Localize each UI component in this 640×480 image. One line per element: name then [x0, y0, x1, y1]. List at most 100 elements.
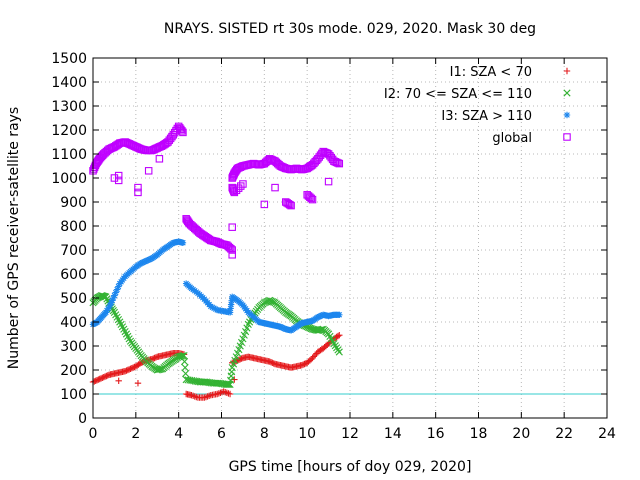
data-point [108, 299, 115, 306]
y-tick-label: 400 [60, 315, 87, 331]
legend-label: I2: 70 <= SZA <= 110 [384, 87, 532, 102]
x-tick-label: 2 [131, 426, 140, 442]
x-axis-label: GPS time [hours of doy 029, 2020] [229, 459, 472, 475]
data-point [228, 251, 236, 259]
y-tick-label: 1000 [51, 171, 87, 187]
legend-label: global [492, 131, 532, 146]
y-tick-label: 100 [60, 387, 87, 403]
data-point [286, 200, 294, 209]
data-point [115, 377, 122, 384]
y-tick-labels: 0 100 200 300 400 500 600 700 800 900 1000 1100 1200… [51, 51, 87, 427]
data-point [114, 171, 123, 180]
x-tick-label: 24 [598, 426, 616, 442]
y-tick-label: 1200 [51, 123, 87, 139]
x-tick-label: 22 [555, 426, 573, 442]
y-tick-label: 1400 [51, 75, 87, 91]
data-point [228, 297, 235, 304]
x-tick-label: 16 [427, 426, 445, 442]
data-point [308, 195, 317, 204]
legend-marker [563, 133, 571, 141]
data-point [182, 370, 190, 378]
data-point [177, 352, 185, 360]
data-point [134, 380, 142, 387]
data-point [228, 246, 236, 254]
data-point [134, 188, 142, 197]
x-tick-label: 8 [260, 426, 269, 442]
x-tick-label: 14 [384, 426, 402, 442]
axis-ticks [92, 57, 608, 419]
data-point [114, 176, 123, 185]
legend-marker [563, 89, 571, 97]
legend-marker [563, 111, 571, 119]
data-point [180, 352, 188, 360]
x-tick-label: 10 [298, 426, 316, 442]
x-tick-label: 4 [174, 426, 183, 442]
data-point [102, 293, 110, 301]
data-point [226, 309, 234, 316]
data-point [224, 380, 232, 388]
x-tick-label: 0 [89, 426, 98, 442]
data-point [179, 128, 187, 137]
data-point [307, 194, 315, 203]
data-point [155, 155, 164, 163]
y-tick-label: 800 [60, 219, 87, 235]
series-0 [89, 332, 343, 401]
data-point [228, 223, 236, 231]
data-point [134, 183, 142, 192]
data-point [179, 239, 187, 246]
y-tick-label: 600 [60, 267, 87, 283]
data-point [271, 183, 279, 192]
data-point [232, 186, 241, 195]
data-point [106, 302, 114, 309]
data-point [181, 364, 189, 372]
chart-title: NRAYS. SISTED rt 30s mode. 029, 2020. Ma… [164, 21, 536, 37]
data-point [287, 201, 295, 210]
y-axis-label: Number of GPS receiver-satellite rays [6, 107, 22, 369]
data-point [225, 380, 233, 388]
y-tick-label: 1100 [51, 147, 87, 163]
y-tick-label: 0 [78, 411, 87, 427]
legend: I1: SZA < 70 I2: 70 <= SZA <= 110 I3: SZA … [384, 65, 571, 146]
data-point [334, 159, 342, 167]
x-tick-labels: 0 2 4 6 8 10 12 14 16 18 20 22 24 [89, 426, 616, 442]
data-point [335, 159, 344, 168]
data-point [227, 301, 235, 308]
data-marks [89, 122, 344, 401]
data-point [336, 332, 343, 339]
data-point [110, 294, 117, 302]
legend-marker [563, 67, 571, 75]
series-3 [89, 122, 344, 259]
data-point [231, 376, 238, 383]
x-tick-label: 6 [217, 426, 226, 442]
data-point [111, 292, 118, 299]
y-tick-label: 1300 [51, 99, 87, 115]
data-point [260, 200, 269, 209]
data-point [112, 289, 119, 296]
data-point [217, 389, 224, 396]
data-point [226, 390, 234, 398]
y-tick-label: 1500 [51, 51, 87, 67]
data-point [230, 188, 239, 197]
legend-label: I1: SZA < 70 [450, 65, 532, 80]
x-tick-label: 18 [470, 426, 488, 442]
y-tick-label: 900 [60, 195, 87, 211]
y-tick-label: 500 [60, 291, 87, 307]
data-point [156, 365, 164, 373]
data-point [178, 127, 186, 135]
data-point [115, 283, 122, 290]
y-tick-label: 200 [60, 363, 87, 379]
y-tick-label: 300 [60, 339, 87, 355]
data-point [109, 297, 116, 304]
legend-label: I3: SZA > 110 [441, 109, 532, 124]
data-point [324, 177, 333, 186]
data-point [223, 389, 231, 396]
data-point [239, 180, 247, 188]
data-point [110, 174, 119, 182]
y-tick-label: 700 [60, 243, 87, 259]
x-tick-label: 20 [512, 426, 530, 442]
data-point [113, 286, 121, 293]
data-point [179, 352, 187, 360]
data-point [227, 305, 234, 312]
x-tick-label: 12 [341, 426, 359, 442]
